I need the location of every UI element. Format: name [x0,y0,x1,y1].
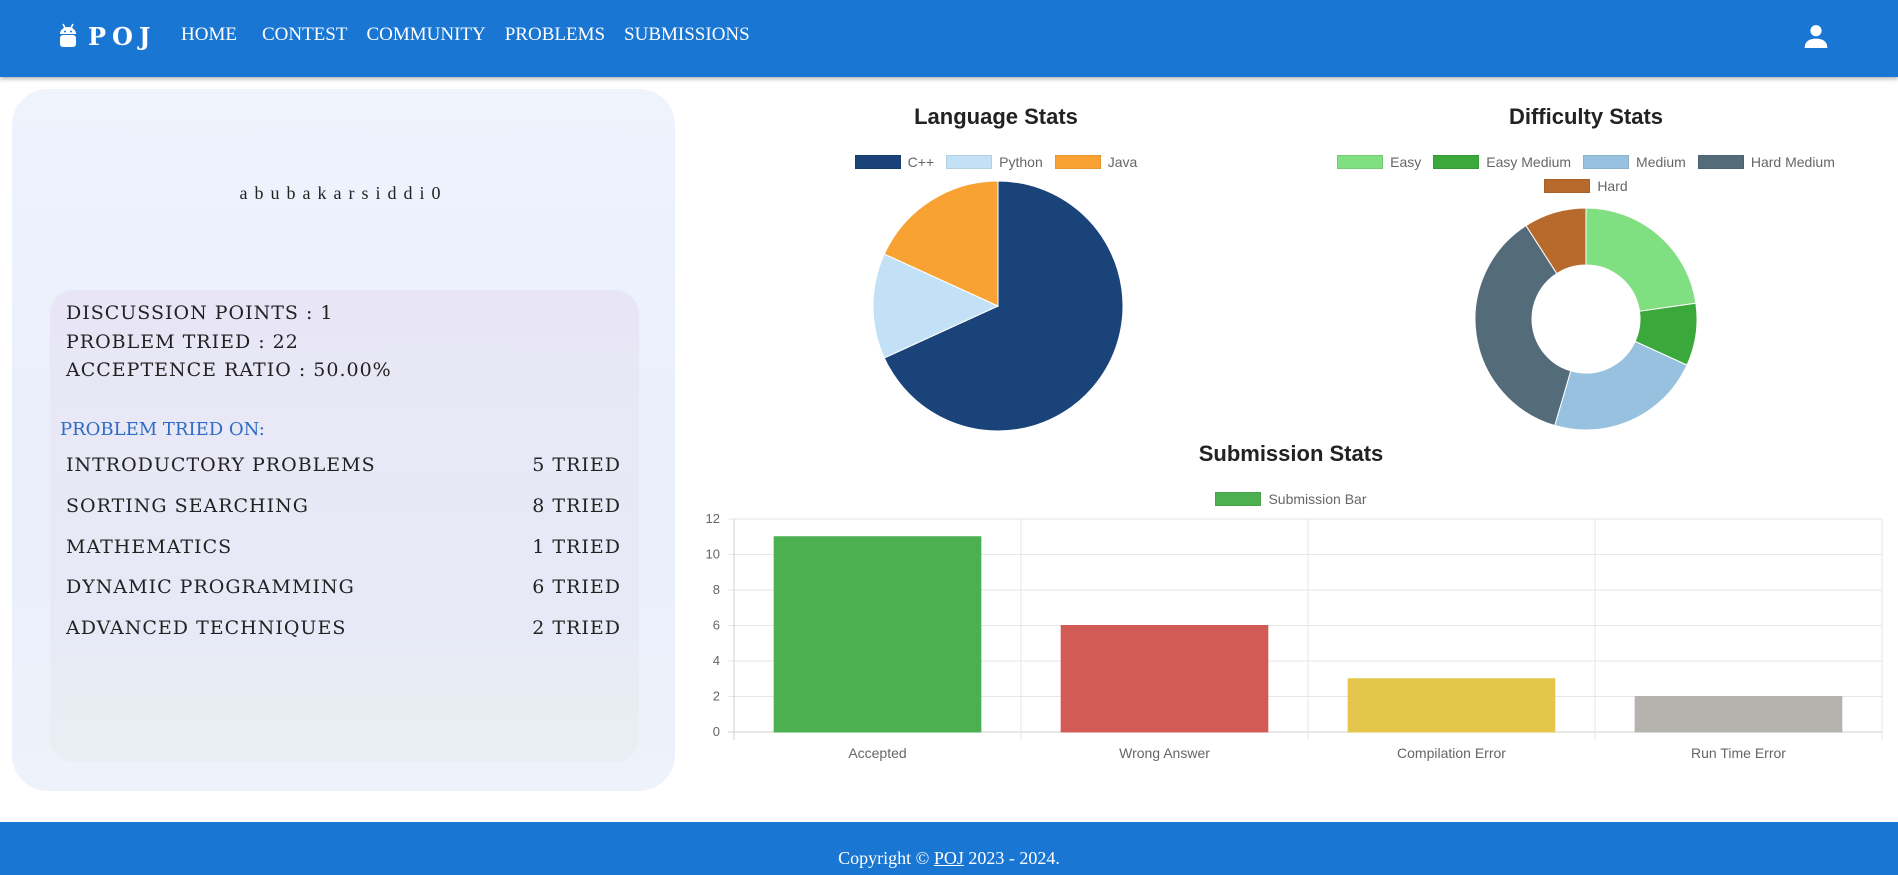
brand-logo[interactable]: POJ [58,20,156,52]
y-tick-label: 6 [713,618,720,633]
category-count: 8 TRIED [532,495,621,517]
category-name: MATHEMATICS [66,536,233,558]
category-count: 1 TRIED [532,536,621,558]
nav-links: HOME CONTEST COMMUNITY PROBLEMS SUBMISSI… [181,0,769,70]
x-tick-label: Run Time Error [1691,745,1786,761]
category-count: 6 TRIED [532,576,621,598]
submission-legend: Submission Bar [1091,491,1491,515]
legend-item[interactable]: Python [946,154,1043,170]
legend-swatch [1697,155,1744,169]
category-row: ADVANCED TECHNIQUES 2 TRIED [66,617,621,639]
legend-swatch [946,155,993,169]
footer-link[interactable]: POJ [933,848,964,868]
footer-prefix: Copyright © [838,848,934,868]
category-row: INTRODUCTORY PROBLEMS 5 TRIED [66,454,621,476]
user-icon[interactable] [1800,20,1832,52]
slice-c-[interactable] [883,180,1124,432]
category-name: ADVANCED TECHNIQUES [66,617,347,639]
language-legend-label: C++ [907,154,935,170]
brand-name: POJ [88,21,157,51]
android-icon [60,23,76,47]
legend-swatch [854,155,901,169]
language-legend-label: Python [999,154,1043,170]
legend-item[interactable]: Easy Medium [1433,154,1571,170]
category-count: 2 TRIED [532,617,621,639]
legend-swatch [1583,155,1630,169]
slice-medium[interactable] [1554,340,1688,431]
legend-swatch [1054,155,1101,169]
slice-hard-medium[interactable] [1474,224,1572,427]
y-tick-label: 2 [713,689,720,704]
language-legend-label: Java [1107,154,1138,170]
legend-swatch [1544,179,1591,193]
nav-problems[interactable]: PROBLEMS [504,24,606,45]
top-navbar: POJ HOME CONTEST COMMUNITY PROBLEMS SUBM… [0,0,1898,77]
legend-item[interactable]: C++ [854,154,935,170]
legend-item[interactable]: Java [1054,154,1138,170]
difficulty-legend-label: Easy Medium [1486,154,1572,170]
category-name: INTRODUCTORY PROBLEMS [66,454,376,476]
bar-wrong-answer[interactable] [1060,625,1269,733]
slice-hard[interactable] [1525,207,1587,275]
y-tick-label: 0 [713,724,720,739]
language-stats-title: Language Stats [914,104,1078,129]
bar-accepted[interactable] [773,536,982,733]
problem-tried-heading: PROBLEM TRIED ON: [60,419,265,440]
legend-item[interactable]: Submission Bar [1215,491,1367,507]
submission-stats-title: Submission Stats [1198,441,1384,466]
category-row: MATHEMATICS 1 TRIED [66,536,621,558]
legend-item[interactable]: Hard Medium [1697,154,1835,170]
difficulty-doughnut-chart [1474,207,1698,431]
category-count: 5 TRIED [532,454,621,476]
discussion-points: DISCUSSION POINTS : 1 [66,302,334,324]
submission-bar-chart: 0 2 4 6 8 10 12 Accepted Wrong Answer Compilation… [706,511,1883,761]
bar-run-time-error[interactable] [1634,696,1843,733]
difficulty-stats-title: Difficulty Stats [1508,104,1664,129]
nav-community[interactable]: COMMUNITY [366,24,486,45]
language-pie-chart [872,180,1124,432]
nav-home[interactable]: HOME [181,24,237,45]
x-tick-label: Accepted [848,745,906,761]
stats-card [50,290,639,762]
legend-swatch [1215,492,1262,506]
difficulty-legend-label: Easy [1390,154,1422,170]
slice-java[interactable] [883,180,999,307]
legend-swatch [1433,155,1480,169]
difficulty-legend-label: Hard [1597,178,1628,194]
legend-swatch [1337,155,1384,169]
difficulty-legend-label: Hard Medium [1750,154,1835,170]
x-tick-label: Wrong Answer [1119,745,1210,761]
y-tick-label: 4 [713,653,720,668]
acceptance-ratio: ACCEPTENCE RATIO : 50.00% [66,359,392,381]
slice-easy[interactable] [1585,207,1697,312]
bar-compilation-error[interactable] [1347,678,1556,733]
difficulty-legend: Easy Easy Medium Medium Hard Medium Hard [1316,154,1856,202]
username: abubakarsiddi0 [239,183,448,203]
footer [0,822,1898,875]
category-name: SORTING SEARCHING [66,495,309,517]
legend-item[interactable]: Easy [1337,154,1421,170]
category-row: DYNAMIC PROGRAMMING 6 TRIED [66,576,621,598]
nav-contest[interactable]: CONTEST [261,24,348,45]
x-tick-label: Compilation Error [1397,745,1506,761]
problem-tried: PROBLEM TRIED : 22 [66,331,299,353]
y-tick-label: 8 [713,582,720,597]
y-tick-label: 12 [706,511,720,526]
legend-item[interactable]: Hard [1544,178,1628,194]
nav-submissions[interactable]: SUBMISSIONS [624,24,750,45]
category-name: DYNAMIC PROGRAMMING [66,576,355,598]
footer-copyright: Copyright © POJ 2023 - 2024. [0,848,1898,869]
y-tick-label: 10 [706,547,720,562]
legend-item[interactable]: Medium [1583,154,1686,170]
submission-legend-label: Submission Bar [1268,491,1367,507]
slice-python[interactable] [872,253,1000,359]
language-legend: C++ Python Java [796,154,1196,178]
category-row: SORTING SEARCHING 8 TRIED [66,495,621,517]
footer-suffix: 2023 - 2024. [963,848,1060,868]
difficulty-legend-label: Medium [1636,154,1686,170]
